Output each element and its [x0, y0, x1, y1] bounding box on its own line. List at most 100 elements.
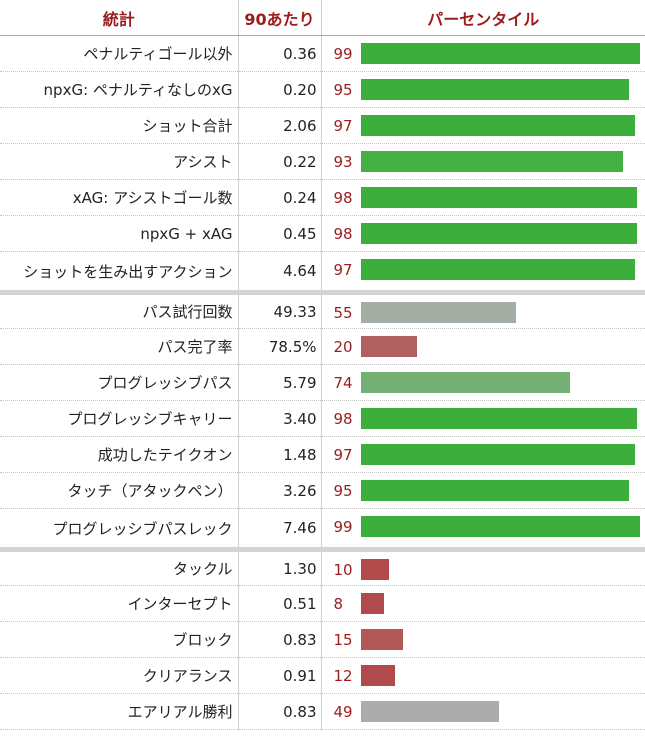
percentile-bar: [360, 408, 637, 429]
per90-value: 0.45: [238, 215, 322, 252]
per90-value: 49.33: [238, 292, 322, 329]
per90-value: 0.51: [238, 585, 322, 622]
table-row: プログレッシブパス 5.79 74: [0, 364, 645, 401]
per90-value: 0.36: [238, 35, 322, 72]
per90-value: 0.24: [238, 179, 322, 216]
percentile-bar: [360, 302, 516, 323]
stat-label: npxG + xAG: [0, 215, 239, 252]
percentile-cell: 20: [321, 328, 645, 365]
percentile-bar: [360, 79, 629, 100]
percentile-cell: 10: [321, 549, 645, 586]
table-row: パス完了率 78.5% 20: [0, 328, 645, 365]
stat-label: xAG: アシストゴール数: [0, 179, 239, 216]
percentile-value: 98: [333, 410, 353, 428]
table-body: ペナルティゴール以外 0.36 99 npxG: ペナルティなしのxG 0.20 95 ショ…: [0, 35, 645, 730]
table-row: インターセプト 0.51 8: [0, 585, 645, 622]
stat-label: ペナルティゴール以外: [0, 35, 239, 72]
percentile-cell: 55: [321, 292, 645, 329]
percentile-cell: 15: [321, 621, 645, 658]
percentile-value: 55: [333, 304, 353, 322]
percentile-cell: 97: [321, 251, 645, 295]
percentile-cell: 98: [321, 400, 645, 437]
percentile-value: 99: [333, 518, 353, 536]
percentile-value: 10: [333, 561, 353, 579]
percentile-cell: 49: [321, 693, 645, 730]
table-row: パス試行回数 49.33 55: [0, 292, 645, 329]
per90-value: 1.48: [238, 436, 322, 473]
percentile-value: 8: [333, 595, 344, 613]
percentile-bar: [360, 151, 623, 172]
stat-label: アシスト: [0, 143, 239, 180]
percentile-value: 20: [333, 338, 353, 356]
stat-label: パス試行回数: [0, 292, 239, 329]
per90-value: 0.83: [238, 693, 322, 730]
table-row: プログレッシブパスレック 7.46 99: [0, 508, 645, 552]
percentile-bar: [360, 516, 640, 537]
stat-label: ブロック: [0, 621, 239, 658]
header-stat[interactable]: 統計: [0, 0, 239, 36]
table-row: ペナルティゴール以外 0.36 99: [0, 35, 645, 72]
percentile-cell: 95: [321, 71, 645, 108]
percentile-bar: [360, 559, 389, 580]
per90-value: 4.64: [238, 251, 322, 295]
percentile-value: 98: [333, 225, 353, 243]
percentile-value: 95: [333, 81, 353, 99]
percentile-cell: 95: [321, 472, 645, 509]
header-per90[interactable]: 90あたり: [238, 0, 322, 36]
percentile-cell: 97: [321, 436, 645, 473]
percentile-cell: 93: [321, 143, 645, 180]
per90-value: 1.30: [238, 549, 322, 586]
table-row: アシスト 0.22 93: [0, 143, 645, 180]
percentile-bar: [360, 701, 499, 722]
per90-value: 3.26: [238, 472, 322, 509]
percentile-value: 98: [333, 189, 353, 207]
table-row: タッチ（アタックペン） 3.26 95: [0, 472, 645, 509]
table-row: ブロック 0.83 15: [0, 621, 645, 658]
table-row: npxG + xAG 0.45 98: [0, 215, 645, 252]
percentile-value: 74: [333, 374, 353, 392]
per90-value: 0.20: [238, 71, 322, 108]
per90-value: 0.22: [238, 143, 322, 180]
per90-value: 7.46: [238, 508, 322, 552]
percentile-cell: 8: [321, 585, 645, 622]
percentile-cell: 12: [321, 657, 645, 694]
stat-label: npxG: ペナルティなしのxG: [0, 71, 239, 108]
percentile-bar: [360, 187, 637, 208]
percentile-cell: 99: [321, 35, 645, 72]
percentile-cell: 97: [321, 107, 645, 144]
percentile-cell: 98: [321, 215, 645, 252]
table-row: ショット合計 2.06 97: [0, 107, 645, 144]
percentile-value: 97: [333, 261, 353, 279]
percentile-value: 93: [333, 153, 353, 171]
percentile-bar: [360, 665, 395, 686]
percentile-bar: [360, 629, 403, 650]
stat-label: クリアランス: [0, 657, 239, 694]
table-row: プログレッシブキャリー 3.40 98: [0, 400, 645, 437]
percentile-value: 97: [333, 117, 353, 135]
stat-label: パス完了率: [0, 328, 239, 365]
percentile-value: 49: [333, 703, 353, 721]
table-row: クリアランス 0.91 12: [0, 657, 645, 694]
percentile-bar: [360, 223, 637, 244]
percentile-bar: [360, 43, 640, 64]
stat-label: 成功したテイクオン: [0, 436, 239, 473]
percentile-cell: 98: [321, 179, 645, 216]
table-row: 成功したテイクオン 1.48 97: [0, 436, 645, 473]
stat-label: プログレッシブパスレック: [0, 508, 239, 552]
percentile-value: 97: [333, 446, 353, 464]
percentile-bar: [360, 115, 635, 136]
per90-value: 78.5%: [238, 328, 322, 365]
percentile-bar: [360, 372, 570, 393]
per90-value: 0.83: [238, 621, 322, 658]
percentile-bar: [360, 336, 417, 357]
percentile-value: 12: [333, 667, 353, 685]
percentile-value: 15: [333, 631, 353, 649]
stat-label: インターセプト: [0, 585, 239, 622]
percentile-bar: [360, 480, 629, 501]
per90-value: 0.91: [238, 657, 322, 694]
stat-label: エアリアル勝利: [0, 693, 239, 730]
table-row: xAG: アシストゴール数 0.24 98: [0, 179, 645, 216]
header-percentile[interactable]: パーセンタイル: [321, 0, 645, 36]
table-row: タックル 1.30 10: [0, 549, 645, 586]
